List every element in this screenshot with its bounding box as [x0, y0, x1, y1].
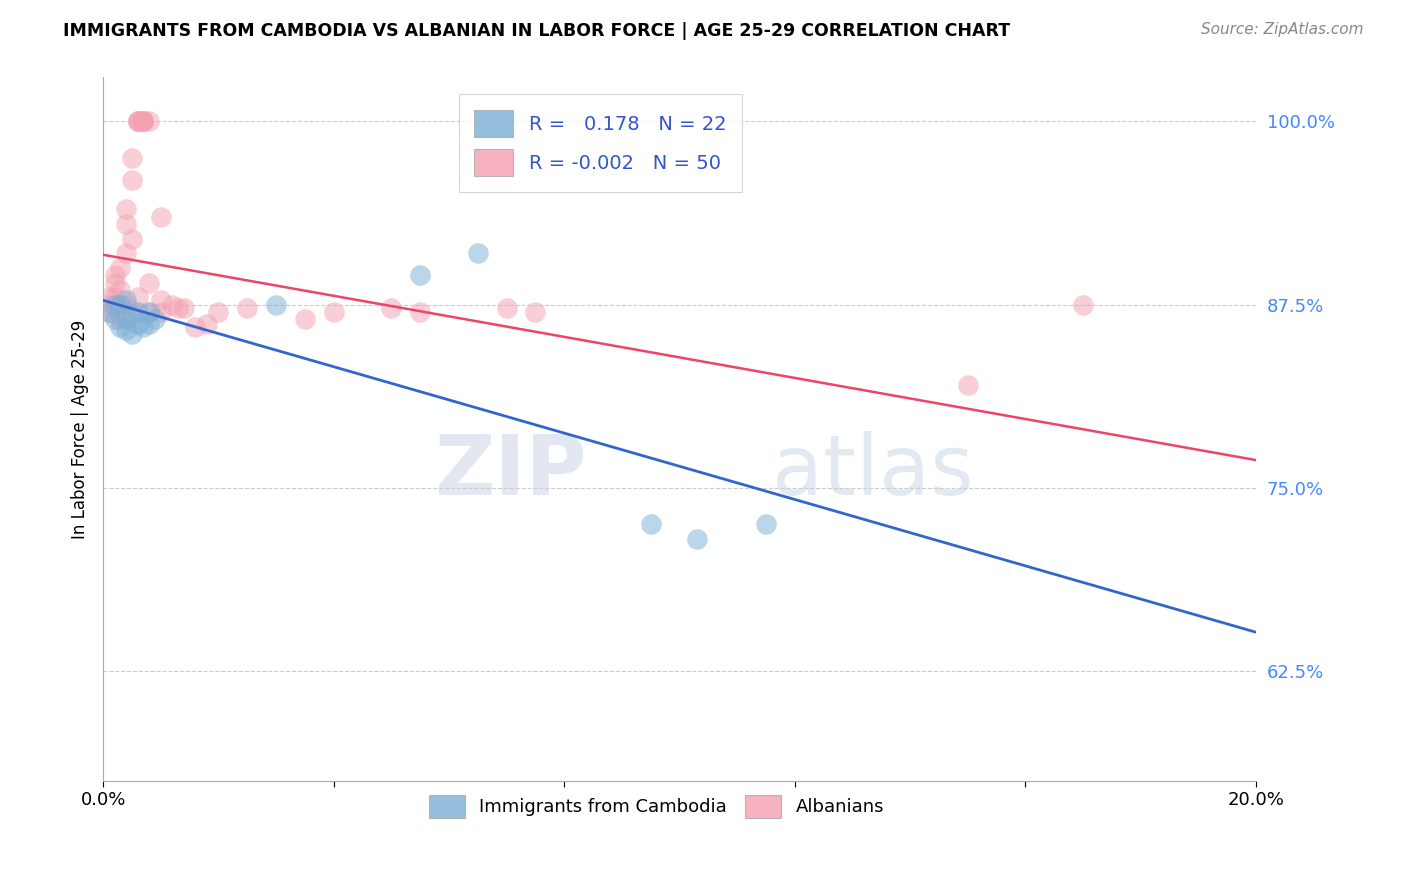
Point — [104, 268, 127, 283]
Point — [121, 305, 143, 319]
Point — [132, 114, 155, 128]
Point — [115, 217, 138, 231]
Point — [138, 114, 160, 128]
Text: Source: ZipAtlas.com: Source: ZipAtlas.com — [1201, 22, 1364, 37]
Point — [115, 312, 138, 326]
Point — [409, 305, 432, 319]
Point — [294, 312, 316, 326]
Point — [132, 114, 155, 128]
Point — [195, 317, 218, 331]
Point — [97, 305, 120, 319]
Point — [104, 276, 127, 290]
Point — [184, 319, 207, 334]
Point — [115, 293, 138, 308]
Point — [104, 298, 127, 312]
Point — [110, 260, 132, 275]
Point — [127, 290, 149, 304]
Point — [97, 298, 120, 312]
Point — [115, 246, 138, 260]
Point — [132, 114, 155, 128]
Point — [127, 317, 149, 331]
Point — [110, 305, 132, 319]
Point — [524, 305, 547, 319]
Point — [755, 517, 778, 532]
Point — [132, 114, 155, 128]
Point — [956, 378, 979, 392]
Point — [167, 301, 190, 315]
Point — [110, 319, 132, 334]
Y-axis label: In Labor Force | Age 25-29: In Labor Force | Age 25-29 — [72, 319, 89, 539]
Text: ZIP: ZIP — [434, 431, 588, 512]
Point — [127, 114, 149, 128]
Text: atlas: atlas — [772, 431, 973, 512]
Point — [110, 298, 132, 312]
Point — [207, 305, 229, 319]
Text: IMMIGRANTS FROM CAMBODIA VS ALBANIAN IN LABOR FORCE | AGE 25-29 CORRELATION CHAR: IMMIGRANTS FROM CAMBODIA VS ALBANIAN IN … — [63, 22, 1011, 40]
Point — [143, 312, 166, 326]
Point — [409, 268, 432, 283]
Point — [127, 114, 149, 128]
Point — [121, 326, 143, 341]
Point — [264, 298, 287, 312]
Point — [149, 210, 172, 224]
Point — [162, 298, 184, 312]
Point — [115, 322, 138, 336]
Point — [104, 290, 127, 304]
Legend: Immigrants from Cambodia, Albanians: Immigrants from Cambodia, Albanians — [422, 789, 891, 825]
Point — [121, 308, 143, 322]
Point — [110, 298, 132, 312]
Point — [104, 312, 127, 326]
Point — [97, 290, 120, 304]
Point — [380, 301, 402, 315]
Point — [132, 319, 155, 334]
Point — [110, 312, 132, 326]
Point — [138, 305, 160, 319]
Point — [121, 232, 143, 246]
Point — [380, 847, 402, 862]
Point — [149, 293, 172, 308]
Point — [104, 298, 127, 312]
Point — [1071, 298, 1094, 312]
Point — [97, 305, 120, 319]
Point — [127, 114, 149, 128]
Point — [173, 301, 195, 315]
Point — [115, 298, 138, 312]
Point — [467, 246, 489, 260]
Point — [236, 301, 259, 315]
Point — [138, 305, 160, 319]
Point — [121, 151, 143, 165]
Point — [686, 532, 709, 546]
Point — [495, 301, 517, 315]
Point — [149, 305, 172, 319]
Point — [640, 517, 662, 532]
Point — [110, 283, 132, 297]
Point — [138, 317, 160, 331]
Point — [127, 305, 149, 319]
Point — [115, 202, 138, 217]
Point — [121, 173, 143, 187]
Point — [138, 276, 160, 290]
Point — [322, 305, 344, 319]
